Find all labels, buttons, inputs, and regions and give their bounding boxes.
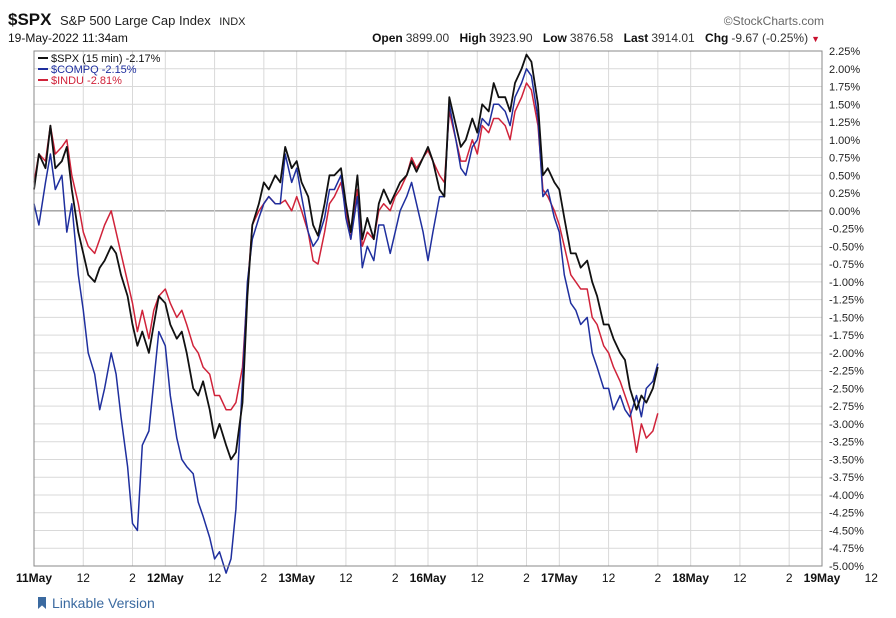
y-tick-label: 0.25% — [829, 188, 860, 200]
x-tick-label: 12 — [733, 571, 747, 585]
y-tick-label: 1.25% — [829, 117, 860, 129]
down-triangle-icon: ▼ — [811, 34, 820, 44]
x-tick-label: 2 — [654, 571, 661, 585]
y-tick-label: -1.00% — [829, 277, 864, 289]
low-label: Low — [542, 31, 567, 45]
y-tick-label: -3.75% — [829, 472, 864, 484]
series-line-indu — [33, 82, 659, 454]
y-tick-label: -4.75% — [829, 543, 864, 555]
y-tick-label: -4.00% — [829, 490, 864, 502]
y-tick-label: -3.25% — [829, 437, 864, 449]
x-tick-label: 19May — [804, 571, 841, 585]
x-tick-label: 2 — [523, 571, 530, 585]
high-value: 3923.90 — [489, 31, 533, 45]
open-label: Open — [372, 31, 403, 45]
y-tick-label: 1.50% — [829, 99, 860, 111]
x-tick-label: 12 — [339, 571, 353, 585]
legend-label: $SPX (15 min) -2.17% — [51, 53, 161, 65]
y-tick-label: 0.00% — [829, 206, 860, 218]
y-tick-label: -2.50% — [829, 383, 864, 395]
y-tick-label: 0.75% — [829, 153, 860, 165]
last-value: 3914.01 — [651, 31, 695, 45]
x-tick-label: 12 — [77, 571, 91, 585]
legend-label: $COMPQ -2.15% — [51, 64, 137, 76]
low-value: 3876.58 — [569, 31, 614, 45]
y-axis: 2.25% 2.00% 1.75% 1.50% 1.25% 1.00% 0.75% 0.50%… — [829, 46, 864, 573]
x-tick-label: 17May — [541, 571, 578, 585]
x-tick-label: 12 — [865, 571, 879, 585]
y-tick-label: -2.00% — [829, 348, 864, 360]
chg-label: Chg — [705, 31, 729, 45]
quote-date: 19-May-2022 11:34am — [8, 31, 128, 45]
x-tick-label: 12 — [471, 571, 485, 585]
x-tick-label: 2 — [786, 571, 793, 585]
x-tick-label: 2 — [260, 571, 267, 585]
exchange: INDX — [219, 16, 246, 28]
series-line-spxmin — [33, 53, 659, 461]
series-line-compq — [33, 68, 659, 574]
x-tick-label: 13May — [278, 571, 315, 585]
x-tick-label: 12May — [147, 571, 184, 585]
x-tick-label: 12 — [208, 571, 222, 585]
x-axis: 11May 12 2 12May 12 2 13May 12 2 16May 12 2 17May 12 2… — [16, 571, 879, 585]
linkable-version-link[interactable]: Linkable Version — [38, 595, 155, 611]
y-tick-label: 0.50% — [829, 170, 860, 182]
bookmark-icon — [38, 597, 46, 609]
chart-title: $SPX S&P 500 Large Cap Index INDX — [8, 10, 246, 30]
x-tick-label: 12 — [602, 571, 616, 585]
y-tick-label: -0.25% — [829, 224, 864, 236]
index-name: S&P 500 Large Cap Index — [59, 13, 211, 28]
x-tick-label: 18May — [672, 571, 709, 585]
plot-frame — [33, 50, 823, 567]
x-tick-label: 11May — [16, 571, 52, 585]
quote-bar: Open 3899.00 High 3923.90 Low 3876.58 Last 3… — [365, 31, 820, 45]
y-tick-label: -5.00% — [829, 561, 864, 573]
y-tick-label: 2.00% — [829, 64, 860, 76]
linkable-version-label: Linkable Version — [52, 595, 155, 611]
series-lines — [33, 53, 659, 574]
legend: $SPX (15 min) -2.17%$COMPQ -2.15%$INDU -… — [38, 53, 161, 87]
y-tick-label: -0.75% — [829, 259, 864, 271]
y-tick-label: 1.75% — [829, 82, 860, 94]
x-tick-label: 16May — [410, 571, 447, 585]
open-value: 3899.00 — [405, 31, 450, 45]
y-tick-label: 2.25% — [829, 46, 860, 58]
last-label: Last — [623, 31, 649, 45]
y-tick-label: 1.00% — [829, 135, 860, 147]
y-tick-label: -1.50% — [829, 312, 864, 324]
legend-label: $INDU -2.81% — [51, 75, 122, 87]
y-tick-label: -0.50% — [829, 241, 864, 253]
y-tick-label: -1.25% — [829, 295, 864, 307]
symbol: $SPX — [8, 10, 52, 29]
y-tick-label: -3.50% — [829, 454, 864, 466]
x-tick-label: 2 — [129, 571, 136, 585]
brand-watermark: ©StockCharts.com — [723, 14, 824, 28]
y-tick-label: -3.00% — [829, 419, 864, 431]
y-tick-label: -1.75% — [829, 330, 864, 342]
y-tick-label: -4.25% — [829, 508, 864, 520]
chart-grid — [34, 50, 822, 567]
x-tick-label: 2 — [392, 571, 399, 585]
y-tick-label: -2.75% — [829, 401, 864, 413]
y-tick-label: -4.50% — [829, 525, 864, 537]
chg-value: -9.67 (-0.25%) — [731, 31, 809, 45]
y-tick-label: -2.25% — [829, 366, 864, 378]
high-label: High — [459, 31, 487, 45]
